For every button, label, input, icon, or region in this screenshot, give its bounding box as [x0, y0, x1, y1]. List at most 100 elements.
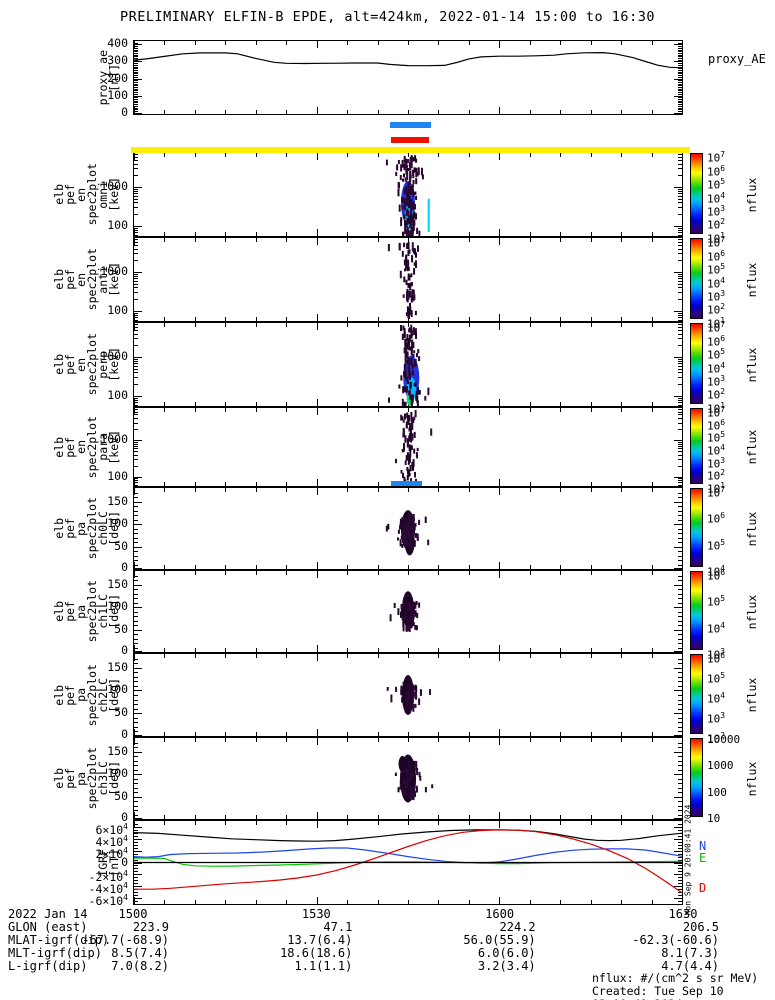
- y-minor-tick: [678, 830, 682, 831]
- y-major-tick: [134, 187, 142, 188]
- x-tick: [195, 571, 196, 575]
- y-tick-label: 1000: [100, 349, 128, 363]
- y-minor-tick: [678, 193, 682, 194]
- y-minor-tick: [678, 659, 682, 660]
- panel-data-pa_ch1LC: [389, 591, 421, 632]
- footer-value: 6.0(6.0): [477, 946, 536, 960]
- science-zone-red-bar: [391, 137, 429, 143]
- x-tick: [286, 41, 287, 45]
- colorbar-unit-label: nflux: [745, 429, 759, 465]
- x-tick: [378, 323, 379, 327]
- y-minor-tick: [678, 889, 682, 890]
- x-tick: [469, 648, 470, 652]
- y-minor-tick: [678, 260, 682, 261]
- x-tick: [682, 571, 683, 578]
- x-tick: [530, 323, 531, 327]
- y-minor-tick: [678, 414, 682, 415]
- y-minor-tick: [134, 478, 138, 479]
- x-tick: [591, 732, 592, 736]
- y-minor-tick: [134, 400, 138, 401]
- y-minor-tick: [678, 634, 682, 635]
- x-tick: [682, 399, 683, 406]
- y-minor-tick: [134, 70, 138, 71]
- x-tick: [408, 732, 409, 736]
- y-minor-tick: [678, 92, 682, 93]
- y-minor-tick: [678, 594, 682, 595]
- y-major-tick: [674, 690, 682, 691]
- y-minor-tick: [678, 865, 682, 866]
- x-tick: [438, 738, 439, 742]
- panel-data-en_anti: [387, 242, 419, 319]
- x-tick: [652, 815, 653, 819]
- y-minor-tick: [134, 792, 138, 793]
- y-minor-tick: [678, 377, 682, 378]
- y-minor-tick: [678, 677, 682, 678]
- x-tick: [591, 402, 592, 406]
- x-tick: [469, 153, 470, 157]
- x-tick: [560, 153, 561, 157]
- y-tick-label: 150: [107, 577, 128, 591]
- y-tick-label: 4×104: [95, 834, 128, 849]
- colorbar-tick-label: 102: [707, 468, 726, 483]
- x-tick: [164, 815, 165, 819]
- y-minor-tick: [678, 418, 682, 419]
- y-minor-tick: [678, 235, 682, 236]
- page-title: PRELIMINARY ELFIN-B EPDE, alt=424km, 202…: [120, 9, 655, 25]
- y-major-tick: [134, 524, 142, 525]
- colorbar-tick-label: 107: [707, 150, 726, 165]
- y-minor-tick: [134, 860, 138, 861]
- y-minor-tick: [678, 111, 682, 112]
- y-minor-tick: [678, 168, 682, 169]
- x-tick: [317, 399, 318, 406]
- x-tick: [408, 153, 409, 157]
- y-minor-tick: [678, 366, 682, 367]
- y-minor-tick: [134, 677, 138, 678]
- x-tick: [347, 153, 348, 157]
- y-minor-tick: [678, 361, 682, 362]
- x-tick: [530, 402, 531, 406]
- x-tick: [438, 815, 439, 819]
- y-minor-tick: [678, 455, 682, 456]
- x-tick: [286, 821, 287, 825]
- y-minor-tick: [134, 686, 138, 687]
- y-major-tick: [674, 607, 682, 608]
- y-minor-tick: [134, 412, 138, 413]
- axis-label-word: [deg]: [107, 761, 121, 796]
- y-major-tick: [134, 44, 142, 45]
- y-minor-tick: [134, 429, 138, 430]
- colorbar-tick-label: 100: [707, 785, 727, 799]
- axis-label-pa_ch3LC: elb pef pa spec2plot ch3LC [deg]: [40, 737, 121, 820]
- y-minor-tick: [134, 104, 138, 105]
- axis-label-en_anti: elb pef en spec2plot anti [keV]: [40, 237, 121, 322]
- y-minor-tick: [134, 810, 138, 811]
- x-tick: [469, 41, 470, 45]
- x-tick: [408, 408, 409, 412]
- y-minor-tick: [134, 334, 138, 335]
- x-tick: [621, 821, 622, 825]
- x-tick: [195, 323, 196, 327]
- y-tick-label: 400: [107, 36, 128, 50]
- footer-value: 3.2(3.4): [477, 959, 536, 973]
- y-minor-tick: [678, 87, 682, 88]
- y-major-tick: [674, 79, 682, 80]
- y-minor-tick: [134, 409, 138, 410]
- x-tick: [408, 488, 409, 492]
- y-minor-tick: [134, 363, 138, 364]
- y-minor-tick: [134, 423, 138, 424]
- y-minor-tick: [678, 480, 682, 481]
- y-minor-tick: [678, 589, 682, 590]
- y-minor-tick: [134, 366, 138, 367]
- x-tick: [256, 732, 257, 736]
- x-tick: [682, 488, 683, 495]
- panel-data-pa_ch3LC: [394, 754, 434, 803]
- x-tick: [286, 654, 287, 658]
- x-tick: [499, 821, 500, 828]
- colorbar-tick-label: 107: [707, 320, 726, 335]
- y-major-tick: [674, 774, 682, 775]
- x-tick: [682, 821, 683, 828]
- x-tick: [560, 323, 561, 327]
- x-tick: [347, 482, 348, 486]
- y-minor-tick: [678, 429, 682, 430]
- y-tick-label: 50: [114, 622, 128, 636]
